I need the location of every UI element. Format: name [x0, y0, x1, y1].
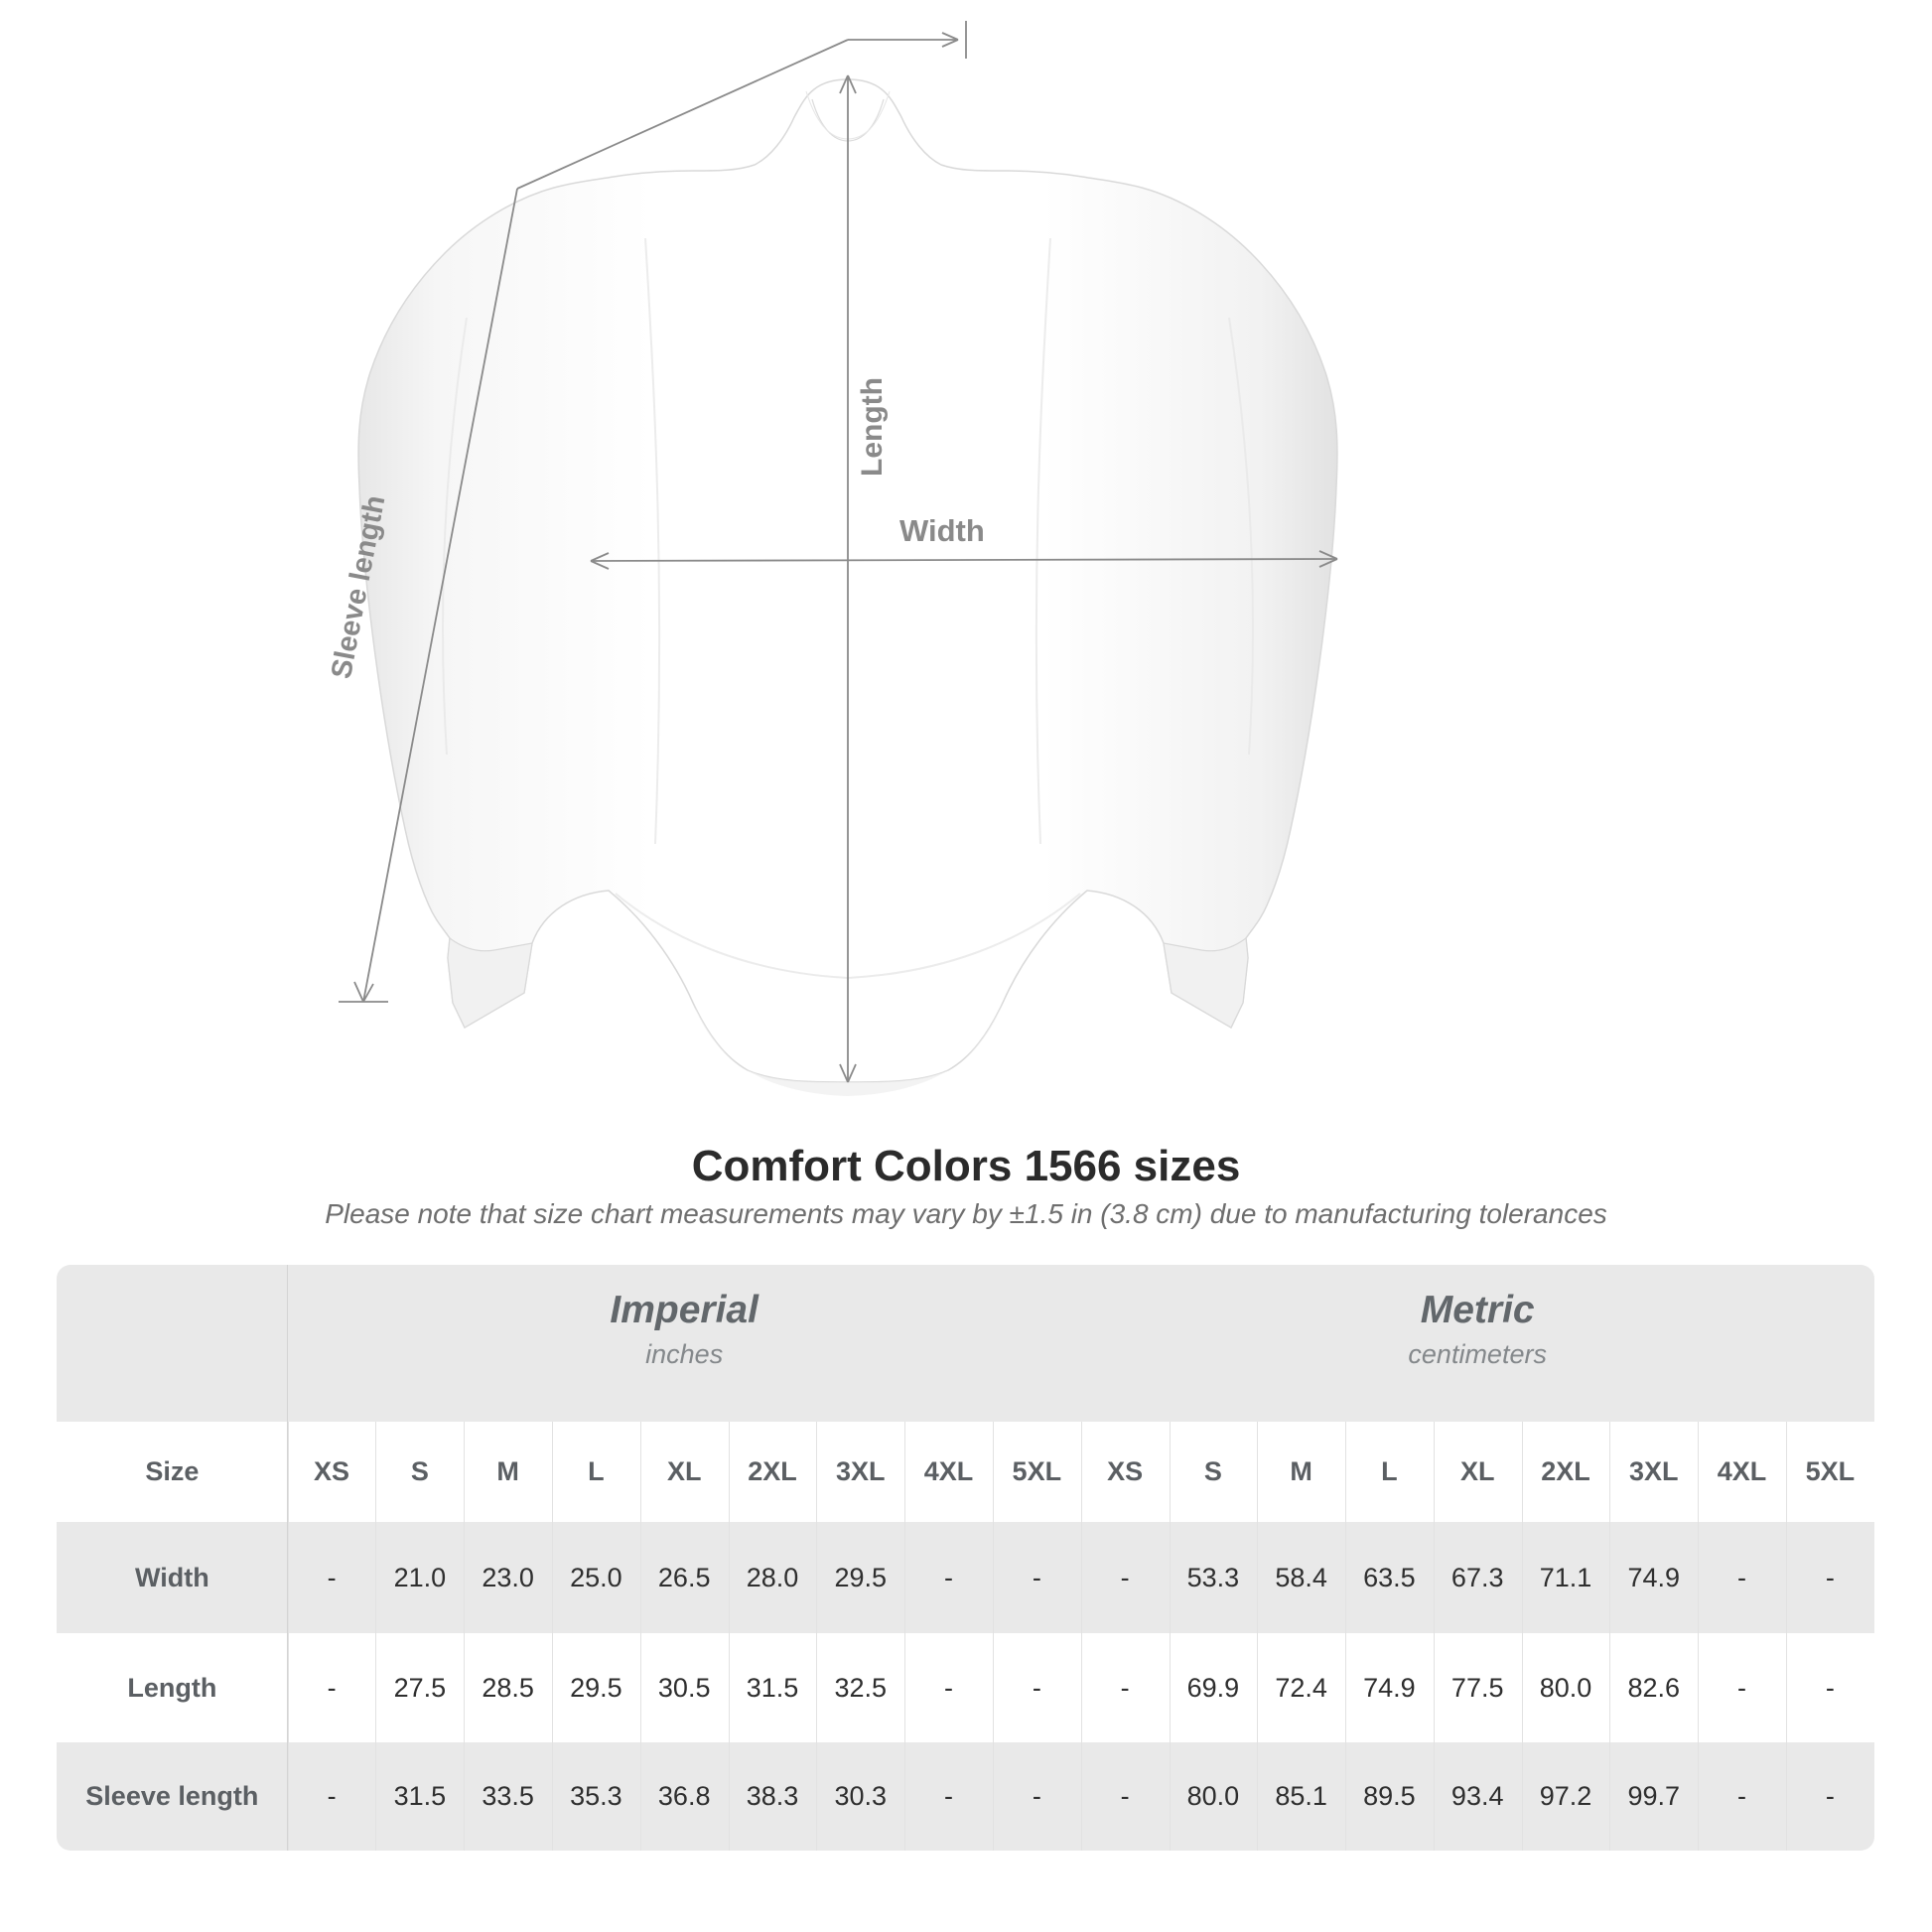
- svg-text:Length: Length: [856, 377, 889, 477]
- svg-text:Width: Width: [899, 513, 985, 548]
